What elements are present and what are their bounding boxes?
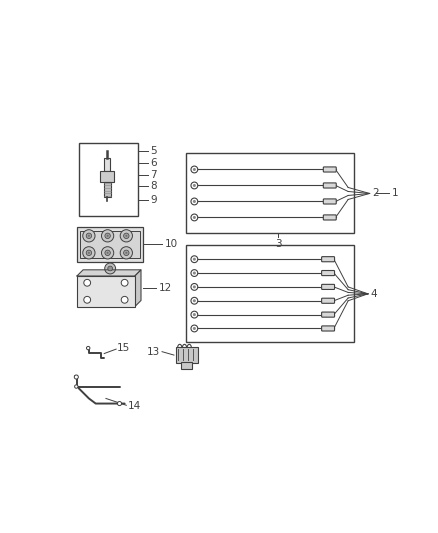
Circle shape [192, 257, 195, 261]
Circle shape [101, 247, 113, 259]
Text: 6: 6 [150, 158, 156, 168]
Circle shape [86, 233, 92, 239]
Circle shape [192, 168, 195, 171]
Text: 3: 3 [275, 239, 281, 248]
Circle shape [192, 216, 195, 219]
Circle shape [191, 256, 198, 263]
Circle shape [83, 230, 95, 242]
Text: 13: 13 [147, 346, 160, 357]
Circle shape [192, 285, 195, 288]
Bar [181, 362, 192, 369]
FancyBboxPatch shape [322, 215, 336, 220]
Bar [103, 182, 111, 197]
Polygon shape [134, 270, 141, 306]
Circle shape [84, 279, 90, 286]
FancyBboxPatch shape [321, 284, 334, 289]
Circle shape [124, 233, 129, 239]
Circle shape [108, 266, 112, 271]
Text: 1: 1 [391, 189, 397, 198]
Circle shape [192, 271, 195, 274]
Bar [104, 158, 110, 171]
FancyBboxPatch shape [321, 257, 334, 262]
Bar [78, 143, 138, 216]
Circle shape [84, 296, 90, 303]
Circle shape [192, 327, 195, 330]
Bar [77, 276, 134, 306]
Bar [80, 231, 140, 259]
Circle shape [192, 299, 195, 302]
Circle shape [106, 252, 108, 254]
Bar [185, 154, 353, 233]
Circle shape [121, 296, 128, 303]
Circle shape [192, 200, 195, 203]
Circle shape [101, 230, 113, 242]
Circle shape [74, 385, 78, 388]
Text: 12: 12 [159, 283, 172, 293]
Circle shape [191, 166, 198, 173]
FancyBboxPatch shape [321, 312, 334, 317]
Circle shape [191, 198, 198, 205]
Circle shape [105, 233, 110, 239]
FancyBboxPatch shape [321, 298, 334, 303]
Circle shape [191, 182, 198, 189]
Circle shape [191, 325, 198, 332]
FancyBboxPatch shape [322, 167, 336, 172]
Circle shape [192, 184, 195, 187]
Text: 7: 7 [150, 169, 156, 180]
Bar [185, 245, 353, 342]
Circle shape [88, 252, 90, 254]
Polygon shape [77, 270, 141, 276]
FancyBboxPatch shape [322, 183, 336, 188]
Bar [175, 348, 197, 363]
Circle shape [83, 247, 95, 259]
Circle shape [192, 313, 195, 316]
Circle shape [191, 270, 198, 277]
Text: 5: 5 [150, 146, 156, 156]
Circle shape [74, 375, 78, 379]
Text: 4: 4 [370, 289, 376, 299]
Circle shape [125, 235, 127, 237]
Circle shape [121, 279, 128, 286]
Circle shape [191, 297, 198, 304]
Text: 15: 15 [117, 343, 130, 353]
FancyBboxPatch shape [321, 326, 334, 331]
Text: 10: 10 [164, 239, 177, 249]
Bar [77, 227, 143, 262]
Text: 8: 8 [150, 181, 156, 191]
Circle shape [120, 247, 132, 259]
Circle shape [125, 252, 127, 254]
Circle shape [86, 250, 92, 255]
Circle shape [191, 284, 198, 290]
Text: 14: 14 [128, 401, 141, 411]
Circle shape [120, 230, 132, 242]
Circle shape [191, 214, 198, 221]
FancyBboxPatch shape [322, 199, 336, 204]
Circle shape [124, 250, 129, 255]
Circle shape [191, 311, 198, 318]
FancyBboxPatch shape [321, 271, 334, 276]
Circle shape [88, 235, 90, 237]
Text: 9: 9 [150, 195, 156, 205]
Text: 2: 2 [371, 189, 378, 198]
Circle shape [105, 263, 115, 274]
Circle shape [86, 346, 90, 350]
Circle shape [117, 401, 121, 406]
Bar [100, 171, 114, 182]
Circle shape [106, 235, 108, 237]
Circle shape [105, 250, 110, 255]
